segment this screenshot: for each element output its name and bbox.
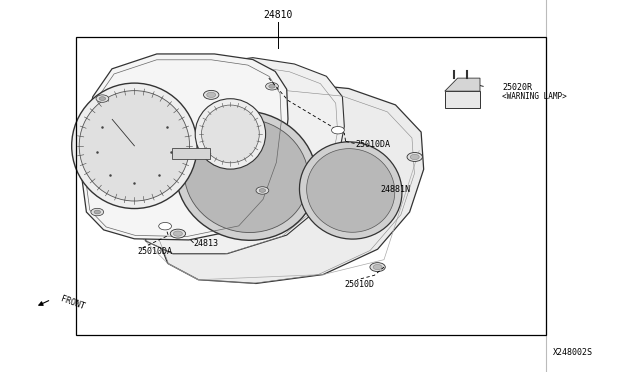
Text: 25010DA: 25010DA — [356, 140, 391, 149]
Ellipse shape — [72, 83, 197, 209]
Text: 24810: 24810 — [264, 10, 293, 20]
Circle shape — [269, 84, 275, 88]
Circle shape — [266, 83, 278, 90]
Circle shape — [204, 90, 219, 99]
Text: 25010D: 25010D — [344, 280, 374, 289]
Bar — [445, 91, 480, 108]
Ellipse shape — [307, 149, 395, 232]
Circle shape — [99, 97, 106, 100]
Circle shape — [94, 210, 100, 214]
Bar — [172, 148, 210, 159]
Text: FRONT: FRONT — [59, 295, 86, 312]
Circle shape — [212, 153, 223, 159]
Circle shape — [373, 264, 382, 270]
Polygon shape — [445, 78, 480, 91]
Polygon shape — [82, 54, 288, 240]
Circle shape — [170, 229, 186, 238]
Text: 25020R: 25020R — [502, 83, 532, 92]
Ellipse shape — [184, 119, 308, 232]
Circle shape — [410, 154, 419, 160]
Ellipse shape — [202, 105, 259, 163]
Circle shape — [332, 126, 344, 134]
Text: 24881N: 24881N — [381, 185, 411, 194]
Text: 25010DA: 25010DA — [138, 247, 173, 256]
Circle shape — [159, 222, 172, 230]
Ellipse shape — [176, 111, 317, 240]
Circle shape — [407, 153, 422, 161]
Circle shape — [173, 231, 182, 236]
Ellipse shape — [79, 91, 189, 201]
Polygon shape — [140, 58, 344, 254]
Bar — [76, 37, 546, 335]
Text: X248002S: X248002S — [553, 348, 593, 357]
Circle shape — [370, 263, 385, 272]
Circle shape — [256, 187, 269, 194]
Polygon shape — [155, 83, 424, 283]
Text: <WARNING LAMP>: <WARNING LAMP> — [502, 92, 567, 101]
Ellipse shape — [300, 142, 402, 239]
Circle shape — [207, 92, 216, 97]
Ellipse shape — [195, 99, 266, 169]
Circle shape — [228, 153, 239, 159]
Text: 24813: 24813 — [193, 239, 218, 248]
Circle shape — [91, 208, 104, 216]
Circle shape — [259, 189, 266, 192]
Circle shape — [96, 95, 109, 102]
